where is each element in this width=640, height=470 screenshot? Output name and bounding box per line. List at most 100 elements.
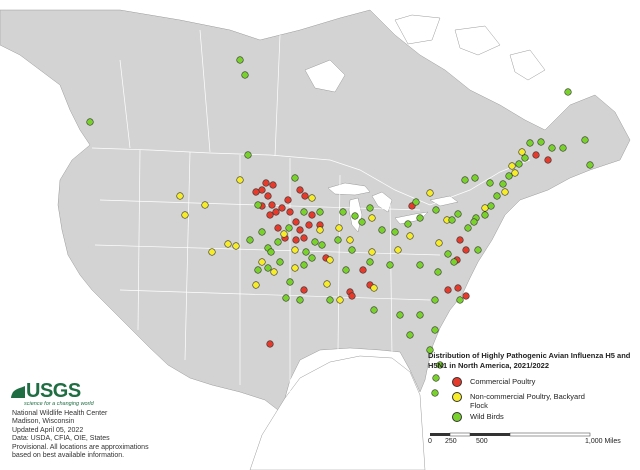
outbreak-marker [176, 192, 184, 200]
gulf-of-mexico [249, 355, 426, 470]
outbreak-marker [300, 261, 308, 269]
outbreak-marker [266, 340, 274, 348]
outbreak-marker [431, 296, 439, 304]
outbreak-marker [326, 256, 334, 264]
outbreak-marker [318, 241, 326, 249]
outbreak-marker [286, 208, 294, 216]
outbreak-marker [359, 266, 367, 274]
outbreak-markers [86, 56, 594, 397]
outbreak-marker [224, 240, 232, 248]
outbreak-marker [291, 174, 299, 182]
outbreak-marker [493, 192, 501, 200]
outbreak-marker [274, 224, 282, 232]
outbreak-marker [532, 151, 540, 159]
outbreak-marker [274, 238, 282, 246]
outbreak-marker [416, 311, 424, 319]
outbreak-marker [336, 296, 344, 304]
outbreak-marker [444, 286, 452, 294]
outbreak-marker [311, 238, 319, 246]
outbreak-marker [267, 248, 275, 256]
outbreak-marker [268, 201, 276, 209]
outbreak-marker [448, 216, 456, 224]
outbreak-marker [462, 292, 470, 300]
outbreak-marker [252, 188, 260, 196]
outbreak-marker [308, 211, 316, 219]
outbreak-marker [348, 292, 356, 300]
outbreak-marker [434, 268, 442, 276]
outbreak-marker [412, 198, 420, 206]
outbreak-marker [396, 311, 404, 319]
legend-item-backyard: Non-commercial Poultry, Backyard Flock [452, 392, 586, 410]
scale-labels: 0 250 500 1,000 Miles [428, 438, 621, 445]
outbreak-marker [370, 306, 378, 314]
outbreak-marker [515, 160, 523, 168]
outbreak-marker [456, 236, 464, 244]
outbreak-marker [302, 248, 310, 256]
outbreak-marker [474, 246, 482, 254]
outbreak-marker [300, 286, 308, 294]
outbreak-marker [471, 174, 479, 182]
outbreak-marker [266, 211, 274, 219]
outbreak-marker [366, 204, 374, 212]
outbreak-marker [301, 192, 309, 200]
outbreak-marker [258, 228, 266, 236]
usgs-logo: USGS science for a changing world [10, 380, 130, 407]
red-dot-icon [452, 377, 462, 387]
outbreak-marker [548, 144, 556, 152]
outbreak-marker [386, 261, 394, 269]
outbreak-marker [450, 258, 458, 266]
outbreak-marker [461, 176, 469, 184]
outbreak-marker [432, 374, 440, 382]
outbreak-marker [334, 236, 342, 244]
outbreak-marker [282, 294, 290, 302]
usgs-wave-icon [11, 385, 25, 398]
outbreak-marker [339, 208, 347, 216]
outbreak-marker [432, 206, 440, 214]
outbreak-marker [436, 361, 444, 369]
yellow-dot-icon [452, 392, 462, 402]
outbreak-marker [470, 218, 478, 226]
outbreak-marker [201, 201, 209, 209]
outbreak-marker [454, 210, 462, 218]
outbreak-marker [296, 226, 304, 234]
outbreak-marker [308, 254, 316, 262]
outbreak-marker [284, 196, 292, 204]
outbreak-marker [236, 176, 244, 184]
outbreak-marker [280, 230, 288, 238]
legend-title: Distribution of Highly Pathogenic Avian … [428, 351, 631, 370]
outbreak-marker [264, 264, 272, 272]
legend-item-commercial: Commercial Poultry [452, 377, 535, 387]
outbreak-marker [236, 56, 244, 64]
outbreak-marker [537, 138, 545, 146]
outbreak-marker [544, 156, 552, 164]
outbreak-marker [300, 234, 308, 242]
outbreak-marker [300, 208, 308, 216]
scale-bar [430, 432, 591, 437]
outbreak-marker [499, 180, 507, 188]
outbreak-marker [508, 162, 516, 170]
outbreak-marker [487, 202, 495, 210]
outbreak-marker [276, 258, 284, 266]
outbreak-marker [518, 148, 526, 156]
outbreak-marker [86, 118, 94, 126]
outbreak-marker [181, 211, 189, 219]
outbreak-marker [444, 250, 452, 258]
outbreak-marker [246, 236, 254, 244]
outbreak-marker [232, 242, 240, 250]
outbreak-marker [305, 221, 313, 229]
outbreak-marker [454, 284, 462, 292]
outbreak-marker [406, 232, 414, 240]
outbreak-marker [316, 208, 324, 216]
outbreak-marker [269, 181, 277, 189]
outbreak-marker [323, 280, 331, 288]
outbreak-marker [426, 346, 434, 354]
outbreak-marker [264, 192, 272, 200]
outbreak-marker [501, 188, 509, 196]
outbreak-marker [564, 88, 572, 96]
outbreak-marker [435, 239, 443, 247]
outbreak-marker [416, 214, 424, 222]
outbreak-marker [511, 169, 519, 177]
outbreak-marker [368, 248, 376, 256]
outbreak-marker [351, 212, 359, 220]
outbreak-marker [308, 194, 316, 202]
